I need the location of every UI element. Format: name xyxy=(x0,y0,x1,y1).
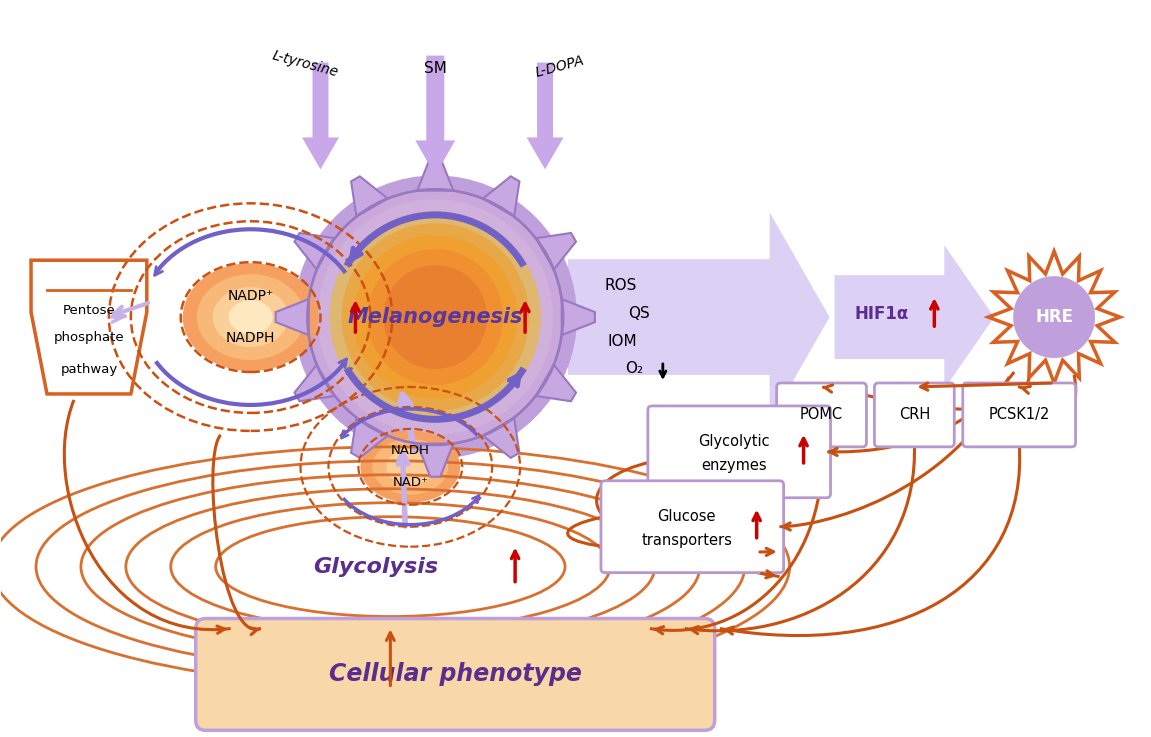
Text: Melanogenesis: Melanogenesis xyxy=(348,307,523,327)
Text: Glycolysis: Glycolysis xyxy=(313,556,437,576)
Polygon shape xyxy=(351,418,388,458)
Circle shape xyxy=(294,175,577,459)
Text: transporters: transporters xyxy=(641,533,732,548)
Text: phosphate: phosphate xyxy=(54,331,124,343)
Text: NADPH: NADPH xyxy=(226,331,275,345)
Polygon shape xyxy=(989,251,1120,383)
FancyBboxPatch shape xyxy=(196,618,715,730)
Text: O₂: O₂ xyxy=(625,362,643,377)
Ellipse shape xyxy=(213,287,289,347)
Text: NADH: NADH xyxy=(391,444,429,458)
Polygon shape xyxy=(416,55,456,175)
Circle shape xyxy=(342,223,529,411)
Circle shape xyxy=(383,265,487,369)
FancyBboxPatch shape xyxy=(875,383,954,447)
Polygon shape xyxy=(275,299,308,335)
Polygon shape xyxy=(295,365,335,401)
Text: HIF1α: HIF1α xyxy=(854,305,909,323)
Text: Glycolytic: Glycolytic xyxy=(698,434,770,450)
Polygon shape xyxy=(536,365,576,401)
Polygon shape xyxy=(418,444,453,477)
Polygon shape xyxy=(351,176,388,217)
Text: L-tyrosine: L-tyrosine xyxy=(270,49,341,80)
Polygon shape xyxy=(302,63,338,170)
Ellipse shape xyxy=(387,449,434,485)
Polygon shape xyxy=(483,176,519,217)
Circle shape xyxy=(367,249,503,385)
Polygon shape xyxy=(527,63,564,170)
Polygon shape xyxy=(31,260,147,394)
Text: NAD⁺: NAD⁺ xyxy=(392,476,428,489)
Circle shape xyxy=(318,199,552,435)
Polygon shape xyxy=(483,418,519,458)
Text: Pentose: Pentose xyxy=(62,304,115,317)
FancyBboxPatch shape xyxy=(962,383,1075,447)
Polygon shape xyxy=(418,158,453,191)
Text: Glucose: Glucose xyxy=(657,509,716,524)
Text: ROS: ROS xyxy=(605,278,638,293)
Text: QS: QS xyxy=(628,306,649,321)
Circle shape xyxy=(329,212,541,423)
Polygon shape xyxy=(567,212,830,422)
Text: NADP⁺: NADP⁺ xyxy=(228,289,274,303)
Text: CRH: CRH xyxy=(899,408,930,422)
Ellipse shape xyxy=(197,274,305,360)
FancyBboxPatch shape xyxy=(777,383,867,447)
Text: Cellular phenotype: Cellular phenotype xyxy=(329,663,581,686)
Text: PCSK1/2: PCSK1/2 xyxy=(989,408,1050,422)
FancyBboxPatch shape xyxy=(601,481,784,573)
Text: HRE: HRE xyxy=(1035,308,1073,326)
Polygon shape xyxy=(562,299,595,335)
Circle shape xyxy=(1013,276,1095,358)
Polygon shape xyxy=(834,245,994,389)
Text: POMC: POMC xyxy=(800,408,843,422)
Polygon shape xyxy=(536,233,576,270)
Circle shape xyxy=(353,235,517,399)
Circle shape xyxy=(305,187,565,447)
Text: SM: SM xyxy=(424,60,447,76)
Ellipse shape xyxy=(360,431,460,503)
Ellipse shape xyxy=(183,263,319,371)
Polygon shape xyxy=(295,233,335,270)
Text: pathway: pathway xyxy=(60,363,117,377)
Ellipse shape xyxy=(373,439,448,495)
Text: enzymes: enzymes xyxy=(701,458,767,473)
Ellipse shape xyxy=(229,300,273,334)
Text: IOM: IOM xyxy=(608,334,638,349)
FancyBboxPatch shape xyxy=(648,406,831,497)
Text: L-DOPA: L-DOPA xyxy=(534,53,586,80)
